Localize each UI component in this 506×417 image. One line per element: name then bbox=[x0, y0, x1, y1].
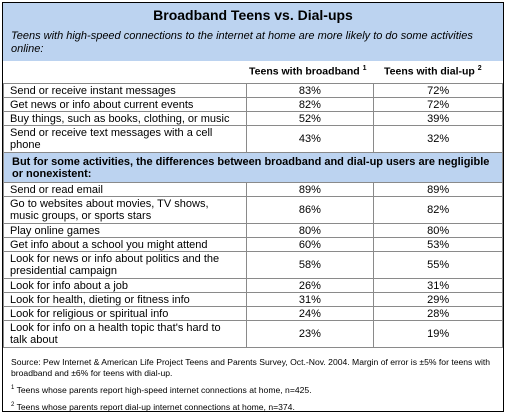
column-header-broadband: Teens with broadband 1 bbox=[249, 63, 366, 78]
row-label: Get news or info about current events bbox=[3, 97, 247, 112]
dialup-value: 19% bbox=[373, 320, 503, 348]
dialup-value: 82% bbox=[373, 196, 503, 224]
table-row: Look for info on a health topic that's h… bbox=[3, 320, 503, 348]
broadband-value: 82% bbox=[245, 97, 375, 112]
row-label: Get info about a school you might attend bbox=[3, 237, 247, 252]
dialup-value: 80% bbox=[373, 223, 503, 238]
row-label: Look for info on a health topic that's h… bbox=[3, 320, 247, 348]
broadband-value: 24% bbox=[245, 306, 375, 321]
footnote-1-text: Teens whose parents report high-speed in… bbox=[14, 384, 312, 395]
table-row: Look for news or info about politics and… bbox=[3, 251, 503, 279]
row-label: Send or read email bbox=[3, 182, 247, 197]
footnotes: Source: Pew Internet & American Life Pro… bbox=[11, 357, 499, 417]
column-header-broadband-footnote: 1 bbox=[362, 65, 367, 72]
table-row: Send or receive text messages with a cel… bbox=[3, 125, 503, 153]
dialup-value: 72% bbox=[373, 83, 503, 98]
table-frame: Broadband Teens vs. Dial-ups Teens with … bbox=[2, 2, 504, 412]
dialup-value: 55% bbox=[373, 251, 503, 279]
table-row: Play online games 80% 80% bbox=[3, 223, 503, 238]
source-note: Source: Pew Internet & American Life Pro… bbox=[11, 357, 491, 378]
broadband-value: 58% bbox=[245, 251, 375, 279]
row-label: Buy things, such as books, clothing, or … bbox=[3, 111, 247, 126]
data-table: Send or receive instant messages 83% 72%… bbox=[3, 83, 503, 348]
column-header-dialup: Teens with dial-up 2 bbox=[384, 63, 482, 78]
dialup-value: 31% bbox=[373, 278, 503, 293]
column-header-dialup-label: Teens with dial-up bbox=[384, 65, 475, 78]
row-label: Send or receive instant messages bbox=[3, 83, 247, 98]
broadband-value: 83% bbox=[245, 83, 375, 98]
table-title: Broadband Teens vs. Dial-ups bbox=[3, 3, 503, 27]
table-row: Get info about a school you might attend… bbox=[3, 237, 503, 252]
table-row: Get news or info about current events 82… bbox=[3, 97, 503, 112]
table-row: Look for info about a job 26% 31% bbox=[3, 278, 503, 293]
row-label: Look for info about a job bbox=[3, 278, 247, 293]
footnote-2-marker: 2 bbox=[11, 401, 15, 408]
table-row: Look for religious or spiritual info 24%… bbox=[3, 306, 503, 321]
row-label: Send or receive text messages with a cel… bbox=[3, 125, 247, 153]
row-label: Play online games bbox=[3, 223, 247, 238]
dialup-value: 39% bbox=[373, 111, 503, 126]
footnote-2: 2 Teens whose parents report dial-up int… bbox=[11, 400, 499, 413]
row-label: Go to websites about movies, TV shows, m… bbox=[3, 196, 247, 224]
broadband-value: 52% bbox=[245, 111, 375, 126]
broadband-value: 86% bbox=[245, 196, 375, 224]
data-table-body: Send or receive instant messages 83% 72%… bbox=[3, 83, 503, 348]
row-label: Look for news or info about politics and… bbox=[3, 251, 247, 279]
dialup-value: 89% bbox=[373, 182, 503, 197]
footnote-1-marker: 1 bbox=[11, 385, 15, 391]
dialup-value: 72% bbox=[373, 97, 503, 112]
table-row: Go to websites about movies, TV shows, m… bbox=[3, 196, 503, 224]
row-label: Look for religious or spiritual info bbox=[3, 306, 247, 321]
dialup-value: 29% bbox=[373, 292, 503, 307]
table-row: Send or read email 89% 89% bbox=[3, 182, 503, 197]
footnote-1: 1 Teens whose parents report high-speed … bbox=[11, 383, 499, 396]
broadband-value: 31% bbox=[245, 292, 375, 307]
dialup-value: 32% bbox=[373, 125, 503, 153]
column-header-dialup-footnote: 2 bbox=[477, 65, 482, 72]
dialup-value: 28% bbox=[373, 306, 503, 321]
section-header-row: But for some activities, the differences… bbox=[3, 152, 503, 183]
broadband-value: 43% bbox=[245, 125, 375, 153]
broadband-value: 60% bbox=[245, 237, 375, 252]
table-row: Look for health, dieting or fitness info… bbox=[3, 292, 503, 307]
table-row: Buy things, such as books, clothing, or … bbox=[3, 111, 503, 126]
broadband-value: 23% bbox=[245, 320, 375, 348]
broadband-value: 80% bbox=[245, 223, 375, 238]
footnote-2-text: Teens whose parents report dial-up inter… bbox=[14, 401, 295, 412]
broadband-value: 26% bbox=[245, 278, 375, 293]
column-header-broadband-label: Teens with broadband bbox=[249, 65, 360, 78]
table-subtitle: Teens with high-speed connections to the… bbox=[3, 27, 503, 61]
dialup-value: 53% bbox=[373, 237, 503, 252]
table-row: Send or receive instant messages 83% 72% bbox=[3, 83, 503, 98]
broadband-value: 89% bbox=[245, 182, 375, 197]
row-label: Look for health, dieting or fitness info bbox=[3, 292, 247, 307]
section-header: But for some activities, the differences… bbox=[3, 152, 503, 183]
